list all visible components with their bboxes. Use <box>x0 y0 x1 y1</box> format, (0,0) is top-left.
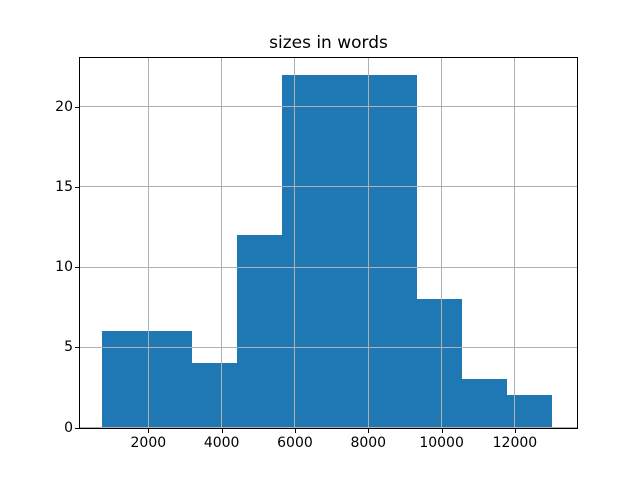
x-tick-mark <box>148 428 150 433</box>
y-tick-mark <box>75 186 79 188</box>
x-tick-label: 10000 <box>419 434 464 451</box>
x-tick-mark <box>441 428 443 433</box>
vertical-gridline <box>441 57 443 428</box>
y-tick-mark <box>75 106 79 108</box>
x-tick-mark <box>221 428 223 433</box>
vertical-gridline <box>367 57 369 428</box>
y-tick-mark <box>75 347 79 349</box>
x-tick-label: 8000 <box>350 434 387 451</box>
histogram-bar <box>327 74 373 428</box>
vertical-gridline <box>221 57 223 428</box>
horizontal-gridline <box>80 427 577 428</box>
y-tick-label: 10 <box>55 259 73 276</box>
histogram-bar <box>102 331 148 428</box>
vertical-gridline <box>294 57 296 428</box>
histogram-bar <box>192 363 238 428</box>
x-tick-mark <box>368 428 370 433</box>
histogram-bar <box>462 379 508 428</box>
x-tick-mark <box>514 428 516 433</box>
chart-title: sizes in words <box>269 33 388 53</box>
histogram-bar <box>372 74 418 428</box>
x-tick-mark <box>294 428 296 433</box>
horizontal-gridline <box>80 346 577 348</box>
y-tick-label: 15 <box>55 178 73 195</box>
x-tick-label: 6000 <box>277 434 313 451</box>
plot-area <box>80 57 577 428</box>
histogram-bar <box>147 331 193 428</box>
y-tick-mark <box>75 427 79 429</box>
histogram-bar <box>282 74 328 428</box>
y-tick-mark <box>75 267 79 269</box>
y-tick-label: 20 <box>55 98 73 115</box>
vertical-gridline <box>147 57 149 428</box>
histogram-bar <box>237 234 283 428</box>
y-tick-label: 5 <box>64 339 73 356</box>
x-tick-label: 2000 <box>130 434 167 451</box>
vertical-gridline <box>514 57 516 428</box>
horizontal-gridline <box>80 106 577 108</box>
x-tick-label: 12000 <box>492 434 538 451</box>
x-tick-label: 4000 <box>203 434 240 451</box>
horizontal-gridline <box>80 186 577 188</box>
histogram-bar <box>417 299 463 428</box>
horizontal-gridline <box>80 266 577 268</box>
y-tick-label: 0 <box>64 419 73 436</box>
